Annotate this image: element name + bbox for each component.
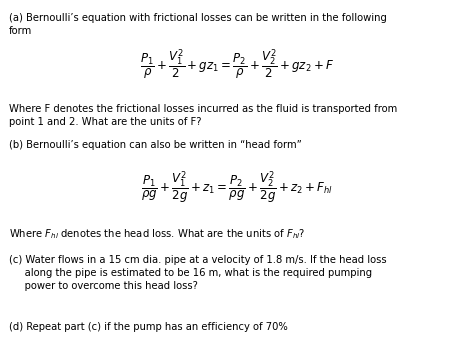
Text: (d) Repeat part (c) if the pump has an efficiency of 70%: (d) Repeat part (c) if the pump has an e… <box>9 322 287 332</box>
Text: $\dfrac{P_1}{\rho}+\dfrac{V_1^2}{2}+gz_1=\dfrac{P_2}{\rho}+\dfrac{V_2^2}{2}+gz_2: $\dfrac{P_1}{\rho}+\dfrac{V_1^2}{2}+gz_1… <box>140 47 334 80</box>
Text: $\dfrac{P_1}{\rho g}+\dfrac{V_1^2}{2g}+z_1=\dfrac{P_2}{\rho g}+\dfrac{V_2^2}{2g}: $\dfrac{P_1}{\rho g}+\dfrac{V_1^2}{2g}+z… <box>141 170 333 205</box>
Text: Where F denotes the frictional losses incurred as the fluid is transported from
: Where F denotes the frictional losses in… <box>9 104 397 127</box>
Text: Where $F_{hl}$ denotes the head loss. What are the units of $F_{hl}$?: Where $F_{hl}$ denotes the head loss. Wh… <box>9 228 305 241</box>
Text: (a) Bernoulli’s equation with frictional losses can be written in the following
: (a) Bernoulli’s equation with frictional… <box>9 13 386 36</box>
Text: (b) Bernoulli’s equation can also be written in “head form”: (b) Bernoulli’s equation can also be wri… <box>9 140 301 150</box>
Text: (c) Water flows in a 15 cm dia. pipe at a velocity of 1.8 m/s. If the head loss
: (c) Water flows in a 15 cm dia. pipe at … <box>9 255 386 291</box>
